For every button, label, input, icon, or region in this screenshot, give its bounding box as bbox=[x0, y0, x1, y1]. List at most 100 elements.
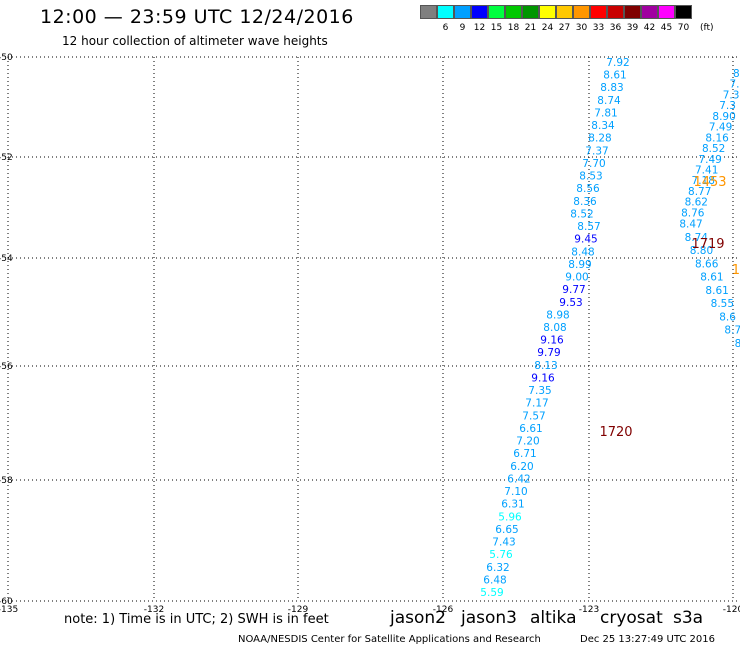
wave-height-value: 9.77 bbox=[562, 284, 585, 296]
wave-height-value: 8. bbox=[733, 68, 740, 80]
legend-label: 33 bbox=[592, 23, 605, 33]
longitude-tick-label: -135 bbox=[0, 605, 18, 615]
wave-height-value: 7. bbox=[730, 79, 740, 91]
wave-height-value: 8.66 bbox=[695, 258, 719, 270]
wave-height-value: 8.36 bbox=[573, 196, 597, 208]
wave-height-value: 8 bbox=[735, 338, 740, 350]
axis-tick-labels: -50 -52 -54 -56 -58 -60-135 -132 -129 -126 -123 -1… bbox=[0, 53, 740, 615]
wave-height-value: 9.45 bbox=[574, 234, 597, 246]
wave-height-value: 8.7 bbox=[724, 325, 740, 337]
footer-timestamp: Dec 25 13:27:49 UTC 2016 bbox=[580, 634, 715, 645]
wave-height-value: 7.18 bbox=[692, 175, 715, 187]
legend-swatch bbox=[420, 5, 437, 19]
legend-swatch bbox=[573, 5, 590, 19]
wave-height-value: 7.49 bbox=[698, 154, 721, 166]
legend-label: 24 bbox=[541, 23, 554, 33]
wave-height-value: 7.17 bbox=[525, 398, 548, 410]
wave-height-value: 9.16 bbox=[531, 372, 555, 384]
legend-swatch bbox=[641, 5, 658, 19]
legend-label: 18 bbox=[507, 23, 520, 33]
legend-swatch bbox=[590, 5, 607, 19]
latitude-tick-label: -50 bbox=[0, 53, 13, 63]
footer-credit: NOAA/NESDIS Center for Satellite Applica… bbox=[238, 634, 541, 645]
legend-label: 21 bbox=[524, 23, 537, 33]
wave-height-value: 6.32 bbox=[486, 562, 509, 574]
legend-swatch bbox=[658, 5, 675, 19]
legend-swatch bbox=[471, 5, 488, 19]
wave-height-value: 8.98 bbox=[546, 309, 569, 321]
latitude-tick-label: -52 bbox=[0, 153, 13, 163]
legend-swatch bbox=[505, 5, 522, 19]
wave-height-value: 8.61 bbox=[603, 70, 626, 82]
units-note: note: 1) Time is in UTC; 2) SWH is in fe… bbox=[64, 612, 329, 627]
wave-height-value: 6.61 bbox=[519, 423, 542, 435]
wave-height-value: 8.99 bbox=[568, 259, 591, 271]
wave-height-values: 7.928.618.838.747.818.348.287.377.708.53… bbox=[480, 57, 740, 599]
wave-height-value: 7.3 bbox=[723, 89, 740, 101]
latitude-tick-label: -54 bbox=[0, 254, 13, 264]
wave-height-value: 8.53 bbox=[579, 171, 602, 183]
wave-height-value: 5.96 bbox=[498, 511, 522, 523]
map-subtitle: 12 hour collection of altimeter wave hei… bbox=[62, 34, 328, 48]
legend-label: 45 bbox=[660, 23, 673, 33]
pass-time-label: 14 bbox=[732, 263, 740, 278]
legend-unit: (ft) bbox=[700, 23, 714, 33]
satellite-cryosat-label: cryosat bbox=[600, 608, 663, 628]
longitude-tick-label: -120 bbox=[723, 605, 740, 615]
wave-height-value: 8.83 bbox=[600, 82, 623, 94]
longitude-tick-label: -123 bbox=[579, 605, 599, 615]
wave-height-value: 7.3 bbox=[719, 100, 736, 112]
legend-label: 70 bbox=[677, 23, 690, 33]
wave-height-value: 8.48 bbox=[571, 246, 594, 258]
pass-time-label: 1719 bbox=[691, 237, 724, 252]
legend-label: 36 bbox=[609, 23, 622, 33]
wave-height-value: 8.62 bbox=[685, 197, 708, 209]
wave-height-value: 9.16 bbox=[540, 335, 564, 347]
longitude-tick-label: -129 bbox=[288, 605, 309, 615]
pass-time-labels: 1720 1719 1453 14 bbox=[599, 175, 740, 440]
wave-height-value: 8.76 bbox=[681, 207, 705, 219]
wave-height-value: 8.56 bbox=[576, 183, 600, 195]
legend-label: 6 bbox=[442, 23, 449, 33]
satellite-jason2-label: jason2 bbox=[390, 608, 446, 628]
wave-height-value: 7.35 bbox=[528, 385, 551, 397]
latitude-tick-label: -56 bbox=[0, 362, 13, 372]
map-title: 12:00 — 23:59 UTC 12/24/2016 bbox=[40, 6, 354, 28]
wave-height-value: 7.57 bbox=[522, 410, 545, 422]
wave-height-value: 6.65 bbox=[495, 524, 518, 536]
wave-height-value: 9.79 bbox=[537, 347, 560, 359]
wave-height-value: 5.76 bbox=[489, 549, 513, 561]
legend-swatch bbox=[607, 5, 624, 19]
legend-label: 15 bbox=[490, 23, 503, 33]
wave-height-value: 7.49 bbox=[709, 122, 732, 134]
wave-height-value: 8.52 bbox=[570, 208, 593, 220]
legend-swatch bbox=[488, 5, 505, 19]
wave-height-value: 8.52 bbox=[702, 143, 725, 155]
satellite-s3a-label: s3a bbox=[673, 608, 704, 628]
legend-label: 27 bbox=[558, 23, 571, 33]
latitude-tick-label: -60 bbox=[0, 597, 13, 607]
longitude-tick-label: -126 bbox=[433, 605, 454, 615]
wave-height-value: 7.37 bbox=[585, 145, 608, 157]
wave-height-value: 6.71 bbox=[513, 448, 536, 460]
legend-swatch bbox=[437, 5, 454, 19]
legend-label: 39 bbox=[626, 23, 639, 33]
wave-height-value: 7.70 bbox=[582, 158, 605, 170]
legend-swatch bbox=[556, 5, 573, 19]
legend-swatch bbox=[454, 5, 471, 19]
legend-swatch bbox=[675, 5, 692, 19]
wave-height-value: 8.90 bbox=[712, 111, 735, 123]
wave-height-value: 8.61 bbox=[700, 272, 723, 284]
wave-height-value: 7.10 bbox=[504, 486, 527, 498]
wave-height-value: 7.43 bbox=[492, 537, 515, 549]
map-grid bbox=[7, 56, 740, 602]
satellite-altika-label: altika bbox=[530, 608, 577, 628]
wave-height-value: 9.00 bbox=[565, 272, 588, 284]
wave-height-value: 8.47 bbox=[679, 219, 702, 231]
legend-swatch bbox=[539, 5, 556, 19]
longitude-tick-label: -132 bbox=[144, 605, 164, 615]
legend-swatch bbox=[624, 5, 641, 19]
legend-label: 12 bbox=[473, 23, 486, 33]
wave-height-value: 7.41 bbox=[695, 165, 718, 177]
